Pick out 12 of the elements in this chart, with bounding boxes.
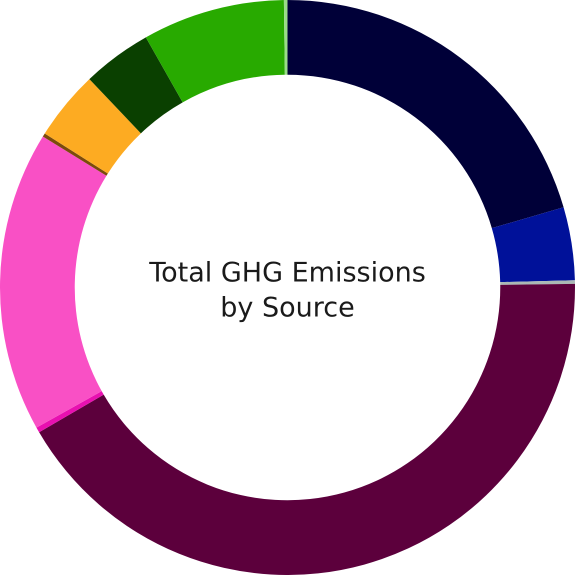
donut-slice — [89, 37, 183, 134]
donut-slice — [284, 0, 288, 75]
donut-slice — [492, 207, 575, 282]
donut-slice — [39, 284, 575, 575]
donut-slice — [288, 0, 564, 228]
text: Total GHG Emissions by Source — [148, 257, 426, 324]
donut-slice — [500, 280, 575, 285]
donut-slice — [42, 133, 108, 176]
donut-slice — [36, 391, 104, 432]
donut-slice — [44, 79, 141, 174]
donut-slice — [146, 0, 285, 102]
donut-slice — [0, 136, 106, 428]
